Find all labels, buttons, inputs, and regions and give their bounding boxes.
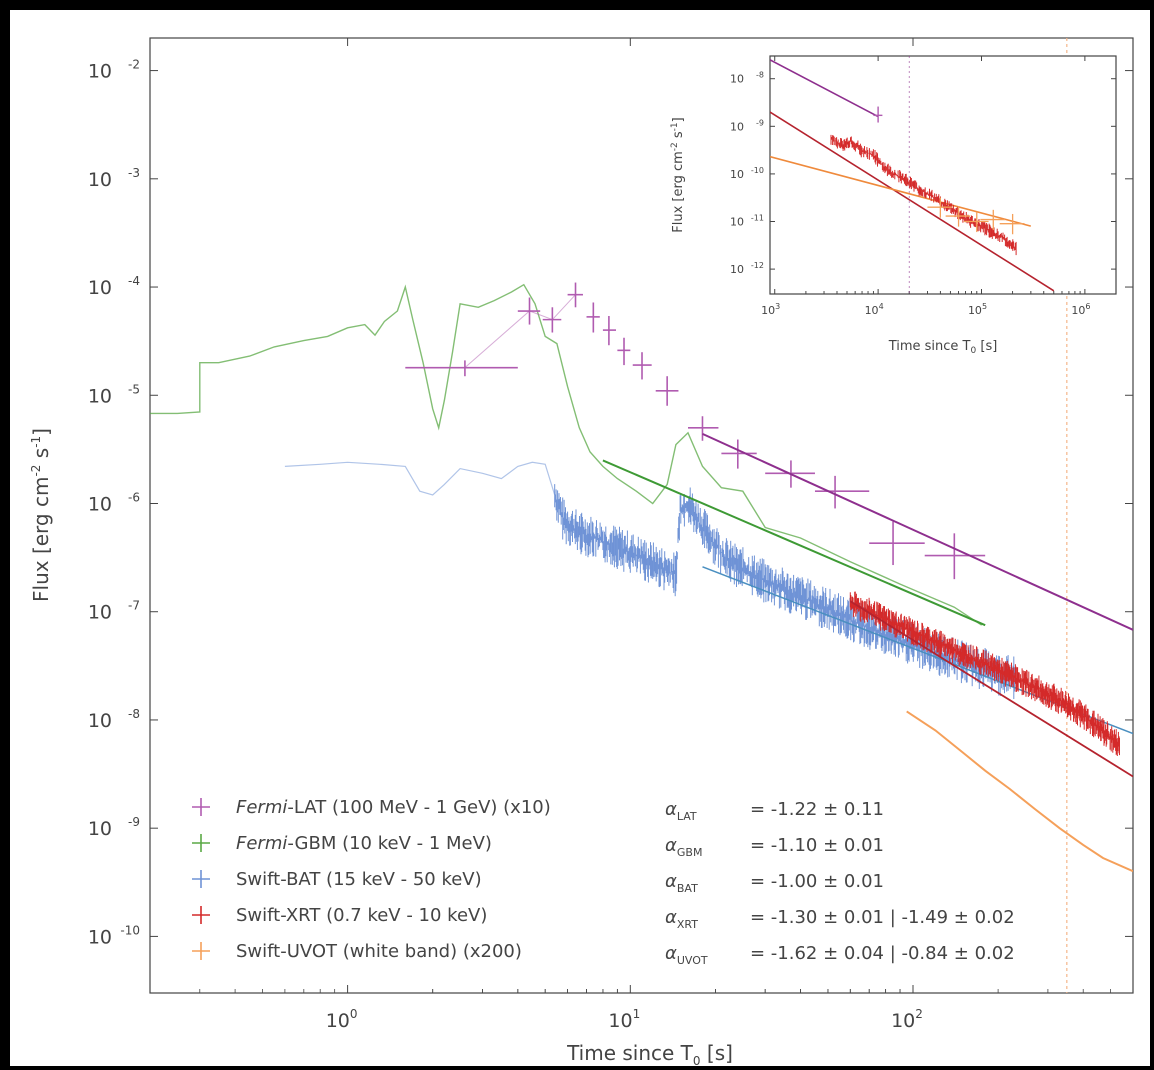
x-tick-label: 101 — [608, 1007, 640, 1032]
legend-alpha-gbm: αGBM = -1.10 ± 0.01 — [665, 835, 884, 859]
legend-alpha-bat: αBAT = -1.00 ± 0.01 — [665, 871, 884, 895]
y-tick-label: 10 -8 — [88, 707, 140, 732]
legend-label-gbm: Fermi-GBM (10 keV - 1 MeV) — [236, 833, 492, 854]
chart-svg: 100 101 102 10-2 10-3 10-4 10-5 10-6 10-7 10 -8 10-… — [29, 37, 1134, 1068]
y-tick-label: 10 -11 — [730, 214, 764, 229]
legend: Fermi-LAT (100 MeV - 1 GeV) (x10) αLAT = -… — [192, 797, 1015, 967]
gbm-series-line — [150, 283, 983, 626]
inset-xrt-fit-line — [770, 111, 1055, 292]
y-tick-label: 10 -2 — [88, 58, 140, 83]
x-tick-label: 104 — [865, 302, 884, 317]
legend-label-lat: Fermi-LAT (100 MeV - 1 GeV) (x10) — [236, 797, 551, 818]
lat-fit-line — [702, 432, 1133, 631]
y-tick-label: 10 -7 — [88, 599, 140, 624]
main-axis-ticks: 100 101 102 10-2 10-3 10-4 10-5 10-6 10-7 10 -8 10-… — [88, 38, 1133, 1032]
y-tick-label: 10 -3 — [88, 166, 140, 191]
inset-y-axis-title: Flux [erg cm-2 s-1] — [670, 117, 686, 233]
inset-uvot-fit-line — [770, 155, 1032, 227]
y-tick-label: 10 -8 — [730, 71, 764, 86]
legend-alpha-uvot: αUVOT = -1.62 ± 0.04 | -0.84 ± 0.02 — [665, 943, 1015, 967]
y-tick-label: 10 -9 — [730, 118, 764, 133]
y-tick-label: 10 -10 — [88, 923, 140, 948]
lat-connector — [464, 294, 576, 368]
xrt-fit-line — [849, 600, 1133, 778]
inset-x-axis-title: Time since T0 [s] — [888, 339, 998, 356]
legend-label-xrt: Swift-XRT (0.7 keV - 10 keV) — [236, 905, 487, 926]
inset-data-marks — [770, 59, 1055, 292]
gbm-fit-line — [602, 459, 986, 627]
main-x-axis-title: Time since T0 [s] — [566, 1041, 733, 1066]
y-tick-label: 10 -10 — [730, 166, 764, 181]
legend-label-bat: Swift-BAT (15 keV - 50 keV) — [236, 869, 482, 890]
x-tick-label: 100 — [326, 1007, 358, 1032]
y-tick-label: 10 -6 — [88, 490, 140, 515]
main-y-axis-title: Flux [erg cm-2 s-1] — [29, 428, 53, 602]
legend-label-uvot: Swift-UVOT (white band) (x200) — [236, 941, 522, 962]
inset-axis-ticks: 103 104 105 106 10-8 10-9 10-10 10-11 10-12 — [730, 56, 1116, 317]
inset-plot-area — [769, 55, 1117, 295]
uvot-series-line — [906, 710, 1133, 873]
figure: 100 101 102 10 -2 10 -3 10 -4 10 -5 10 -6 10 -7 10 -8 10-… — [10, 10, 1150, 1068]
inset-lat-fit-line — [770, 59, 879, 118]
y-tick-label: 10 -12 — [730, 261, 764, 276]
y-tick-label: 10 -4 — [88, 274, 140, 299]
y-tick-label: 10 -5 — [88, 382, 140, 407]
main-data-marks — [150, 282, 1133, 873]
bat-series-early — [284, 461, 556, 496]
y-tick-label: 10 -9 — [88, 815, 140, 840]
x-tick-label: 105 — [968, 302, 987, 317]
x-tick-label: 106 — [1071, 302, 1090, 317]
x-tick-label: 102 — [891, 1007, 923, 1032]
legend-alpha-xrt: αXRT = -1.30 ± 0.01 | -1.49 ± 0.02 — [665, 907, 1015, 931]
x-tick-label: 103 — [761, 302, 780, 317]
legend-alpha-lat: αLAT = -1.22 ± 0.11 — [665, 799, 884, 823]
